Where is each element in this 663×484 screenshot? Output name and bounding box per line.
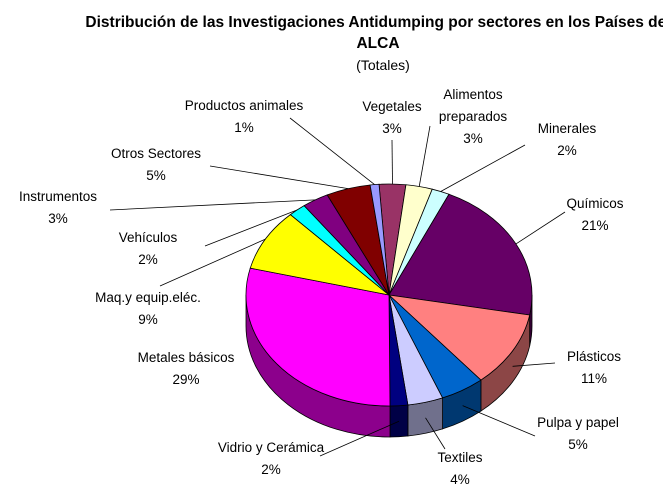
slice-label: Plásticos 11% [567, 346, 621, 390]
slice-name: Vidrio y Cerámica [217, 440, 325, 455]
slice-name: Otros Sectores [110, 146, 202, 161]
slice-side [389, 404, 409, 438]
slice-label: Vegetales 3% [362, 96, 421, 140]
slice-name: Productos animales [184, 98, 304, 113]
slice-value: 4% [450, 472, 470, 484]
slice-value: 21% [581, 218, 609, 233]
slice-label: Textiles 4% [437, 447, 482, 484]
slice-name: Alimentos preparados [438, 87, 508, 124]
slice-name: Vegetales [362, 99, 422, 114]
leader-line [512, 362, 556, 367]
slice-value: 9% [138, 312, 158, 327]
slice-label: Productos animales 1% [185, 95, 304, 139]
slice-name: Plásticos [566, 349, 622, 364]
leader-line [425, 417, 446, 450]
slice [387, 294, 531, 381]
slice-label: Otros Sectores 5% [111, 143, 201, 187]
leader-line [159, 238, 266, 287]
slice-label: Metales básicos 29% [138, 347, 235, 391]
slice-name: Vehículos [118, 230, 178, 245]
leader-line [109, 199, 316, 211]
slice-name: Textiles [437, 450, 483, 465]
slice-label: Pulpa y papel 5% [537, 412, 619, 456]
slice-value: 2% [138, 252, 158, 267]
slice-value: 29% [172, 372, 200, 387]
slice-value: 5% [568, 437, 588, 452]
slice-value: 3% [382, 121, 402, 136]
leader-line [204, 209, 298, 247]
slice-value: 3% [463, 131, 483, 146]
slice-name: Químicos [566, 196, 624, 211]
slice-name: Minerales [537, 121, 597, 136]
slice-label: Maq.y equip.eléc. 9% [95, 287, 201, 331]
slice-label: Minerales 2% [538, 118, 597, 162]
slice-value: 11% [580, 371, 608, 386]
slice [388, 193, 533, 316]
chart-subtitle: (Totales) [356, 57, 410, 73]
slice-name: Maq.y equip.eléc. [95, 290, 201, 305]
leader-line [418, 125, 431, 187]
leader-line [319, 420, 400, 457]
slice [249, 214, 390, 296]
slice-value: 3% [48, 211, 68, 226]
slice-name: Instrumentos [18, 189, 98, 204]
slice-label: Vehículos 2% [119, 227, 178, 271]
leader-line [462, 405, 536, 437]
slice-label: Vidrio y Cerámica 2% [218, 437, 324, 481]
leader-line [440, 144, 526, 192]
slice-label: Químicos 21% [566, 193, 623, 237]
slice-value: 2% [557, 143, 577, 158]
chart-title: Distribución de las Investigaciones Anti… [85, 14, 663, 52]
slice-value: 2% [261, 462, 281, 477]
slice-value: 5% [146, 168, 166, 183]
slice-label: Instrumentos 3% [19, 186, 97, 230]
slice-value: 1% [234, 120, 254, 135]
leader-line [209, 165, 349, 190]
slice-label: Alimentos preparados 3% [428, 84, 518, 150]
leader-line [515, 211, 566, 245]
leader-line [289, 117, 375, 185]
slice-name: Metales básicos [137, 350, 235, 365]
slice [245, 267, 391, 407]
slice-name: Pulpa y papel [537, 415, 619, 430]
